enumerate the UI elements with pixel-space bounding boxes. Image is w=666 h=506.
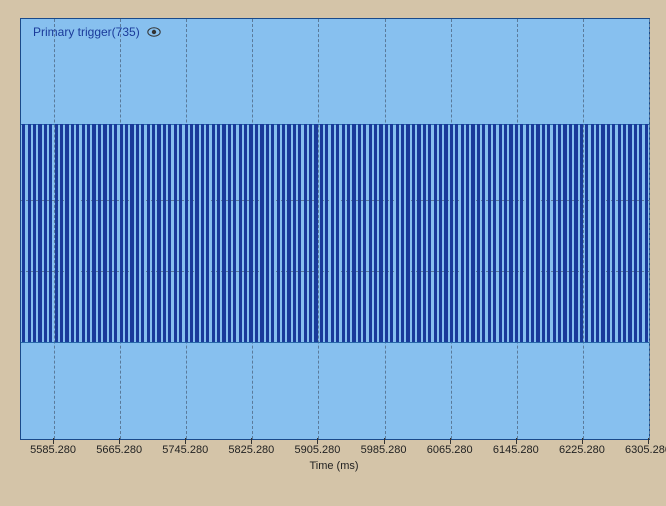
x-tick-label: 5825.280 [228,444,274,456]
x-tick-label: 5585.280 [30,444,76,456]
signal-pulses [21,19,649,439]
x-tick-label: 6065.280 [427,444,473,456]
x-tick-label: 5665.280 [96,444,142,456]
channel-label[interactable]: Primary trigger(735) [33,25,161,40]
chart-container: Primary trigger(735) [20,18,648,438]
x-tick-label: 6305.280 [625,444,666,456]
x-axis: 5585.280 5665.280 5745.280 5825.280 5905.280… [20,438,648,488]
plot-area[interactable]: Primary trigger(735) [21,19,649,439]
x-tick-label: 5905.280 [295,444,341,456]
x-tick-label: 5745.280 [162,444,208,456]
eye-icon[interactable] [147,26,161,40]
chart-panel[interactable]: Primary trigger(735) [20,18,650,440]
channel-label-text: Primary trigger(735) [33,25,140,39]
x-axis-title: Time (ms) [309,460,358,472]
x-tick-label: 6225.280 [559,444,605,456]
x-tick-label: 5985.280 [361,444,407,456]
x-tick-label: 6145.280 [493,444,539,456]
